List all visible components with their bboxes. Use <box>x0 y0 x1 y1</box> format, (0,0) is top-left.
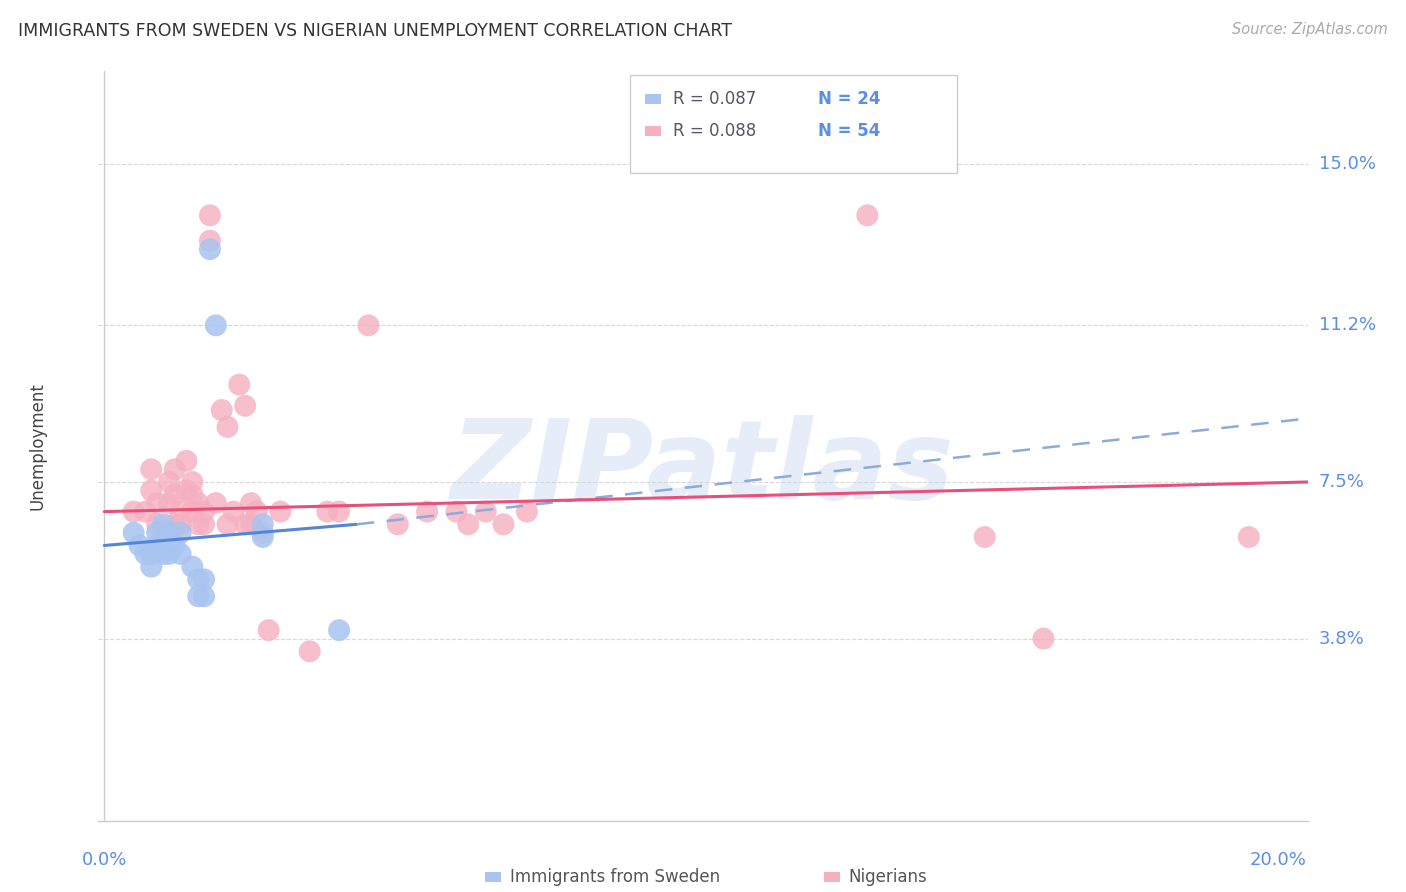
Point <box>176 483 198 498</box>
Text: 0.0%: 0.0% <box>82 851 127 869</box>
Point <box>204 318 226 333</box>
Point <box>387 517 409 532</box>
Point <box>169 517 191 532</box>
Point <box>198 234 221 248</box>
Point <box>187 496 209 510</box>
Point <box>204 496 226 510</box>
FancyBboxPatch shape <box>645 95 661 104</box>
Text: 3.8%: 3.8% <box>1319 630 1364 648</box>
FancyBboxPatch shape <box>630 75 957 172</box>
Point <box>252 525 274 540</box>
Text: 11.2%: 11.2% <box>1319 317 1376 334</box>
Point <box>198 208 221 222</box>
Point <box>141 483 163 498</box>
Text: Source: ZipAtlas.com: Source: ZipAtlas.com <box>1232 22 1388 37</box>
Text: ZIPatlas: ZIPatlas <box>451 415 955 522</box>
Point <box>233 517 256 532</box>
Point <box>157 496 180 510</box>
Text: IMMIGRANTS FROM SWEDEN VS NIGERIAN UNEMPLOYMENT CORRELATION CHART: IMMIGRANTS FROM SWEDEN VS NIGERIAN UNEMP… <box>18 22 733 40</box>
Point <box>516 505 538 519</box>
Point <box>357 318 380 333</box>
Point <box>169 547 191 561</box>
Point <box>146 539 169 553</box>
Point <box>298 644 321 658</box>
Point <box>416 505 439 519</box>
Point <box>246 505 269 519</box>
Point <box>163 462 186 476</box>
Point <box>492 517 515 532</box>
Point <box>1237 530 1260 544</box>
Point <box>157 475 180 489</box>
Point <box>141 462 163 476</box>
Point <box>176 454 198 468</box>
Point <box>146 517 169 532</box>
FancyBboxPatch shape <box>824 872 839 881</box>
Point <box>146 525 169 540</box>
Point <box>193 572 215 586</box>
Point <box>134 505 156 519</box>
Text: 7.5%: 7.5% <box>1319 473 1365 491</box>
Point <box>128 539 150 553</box>
Point <box>157 525 180 540</box>
Point <box>187 572 209 586</box>
Point <box>163 517 186 532</box>
Text: Unemployment: Unemployment <box>30 382 46 510</box>
Point <box>475 505 498 519</box>
Text: 20.0%: 20.0% <box>1250 851 1306 869</box>
Text: Nigerians: Nigerians <box>848 868 927 886</box>
Point <box>233 399 256 413</box>
Point <box>134 547 156 561</box>
Point <box>217 517 239 532</box>
Point <box>446 505 468 519</box>
Point <box>211 403 233 417</box>
Point <box>457 517 479 532</box>
Point <box>193 589 215 603</box>
Point <box>169 525 191 540</box>
Point <box>122 505 145 519</box>
FancyBboxPatch shape <box>485 872 501 881</box>
Point <box>1032 632 1054 646</box>
Point <box>141 559 163 574</box>
Point <box>973 530 995 544</box>
Point <box>187 517 209 532</box>
Point <box>240 517 263 532</box>
Point <box>157 547 180 561</box>
Point <box>198 242 221 256</box>
Point <box>316 505 339 519</box>
Point <box>141 547 163 561</box>
Point <box>152 525 174 540</box>
Point <box>181 505 204 519</box>
Point <box>217 420 239 434</box>
Text: N = 24: N = 24 <box>818 90 880 108</box>
Text: 15.0%: 15.0% <box>1319 155 1375 173</box>
FancyBboxPatch shape <box>645 127 661 136</box>
Point <box>856 208 879 222</box>
Text: N = 54: N = 54 <box>818 122 880 140</box>
Point <box>181 475 204 489</box>
Point <box>181 488 204 502</box>
Point <box>328 505 350 519</box>
Point <box>169 505 191 519</box>
Point <box>252 517 274 532</box>
Point <box>163 488 186 502</box>
Point <box>152 547 174 561</box>
Point <box>146 496 169 510</box>
Point <box>181 559 204 574</box>
Text: R = 0.087: R = 0.087 <box>672 90 756 108</box>
Point <box>252 530 274 544</box>
Point <box>193 517 215 532</box>
Point <box>163 539 186 553</box>
Point <box>240 496 263 510</box>
Point <box>269 505 291 519</box>
Point <box>187 589 209 603</box>
Text: R = 0.088: R = 0.088 <box>672 122 756 140</box>
Point <box>257 623 280 637</box>
Point <box>193 505 215 519</box>
Point <box>328 623 350 637</box>
Point <box>152 517 174 532</box>
Point <box>122 525 145 540</box>
Point <box>222 505 245 519</box>
Text: Immigrants from Sweden: Immigrants from Sweden <box>509 868 720 886</box>
Point <box>228 377 250 392</box>
